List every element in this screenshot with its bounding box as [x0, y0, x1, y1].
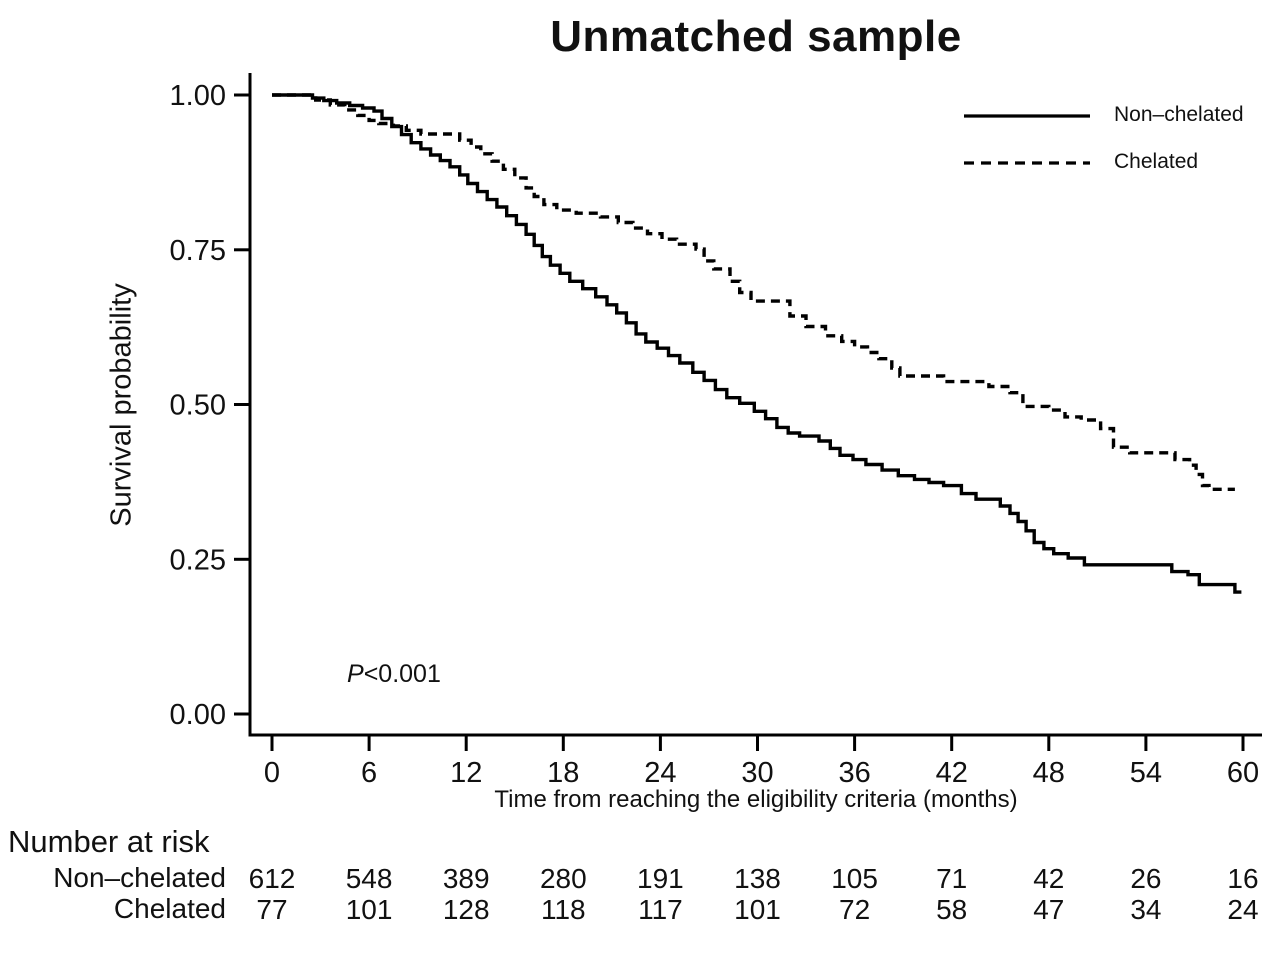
dashed-line-sample — [964, 161, 1090, 165]
risk-row-label-chelated: Chelated — [113, 893, 226, 924]
risk-count-non-chelated: 42 — [1033, 863, 1064, 894]
x-tick-label: 36 — [838, 757, 870, 789]
curve-chelated — [272, 93, 1235, 491]
y-tick-label: 0.75 — [170, 235, 226, 267]
y-tick-label: 0.25 — [170, 544, 226, 576]
risk-count-non-chelated: 191 — [637, 863, 684, 894]
risk-table-title: Number at risk — [8, 824, 210, 859]
x-tick-label: 54 — [1130, 757, 1162, 789]
risk-row-label-non-chelated: Non–chelated — [53, 862, 226, 893]
risk-count-chelated: 34 — [1130, 894, 1161, 925]
risk-count-chelated: 72 — [839, 894, 870, 925]
risk-count-non-chelated: 548 — [346, 863, 393, 894]
risk-count-chelated: 101 — [734, 894, 781, 925]
legend-item-chelated: Chelated — [962, 150, 1198, 176]
risk-count-chelated: 117 — [638, 894, 683, 925]
solid-line-sample — [964, 114, 1090, 118]
risk-count-non-chelated: 105 — [831, 863, 878, 894]
risk-count-non-chelated: 16 — [1227, 863, 1258, 894]
p-value-text: <0.001 — [363, 660, 441, 688]
x-tick-label: 60 — [1227, 757, 1259, 789]
risk-count-chelated: 58 — [936, 894, 967, 925]
x-tick-label: 48 — [1033, 757, 1065, 789]
risk-count-chelated: 77 — [256, 894, 287, 925]
risk-count-chelated: 118 — [541, 894, 586, 925]
risk-count-non-chelated: 389 — [443, 863, 490, 894]
risk-count-chelated: 47 — [1033, 894, 1064, 925]
risk-count-non-chelated: 26 — [1130, 863, 1161, 894]
risk-count-non-chelated: 138 — [734, 863, 781, 894]
x-tick-label: 24 — [644, 757, 676, 789]
x-tick-label: 12 — [450, 757, 482, 789]
legend-item-non-chelated: Non–chelated — [962, 103, 1244, 129]
x-tick-label: 42 — [936, 757, 968, 789]
chart-title: Unmatched sample — [550, 12, 962, 61]
x-tick-label: 6 — [361, 757, 377, 789]
curve-non-chelated — [272, 93, 1242, 594]
risk-count-non-chelated: 71 — [936, 863, 967, 894]
p-value-annotation: P<0.001 — [347, 660, 441, 689]
risk-count-non-chelated: 612 — [249, 863, 296, 894]
legend-label-non-chelated: Non–chelated — [1114, 103, 1244, 126]
risk-count-chelated: 101 — [346, 894, 393, 925]
y-tick-label: 0.00 — [170, 699, 226, 731]
y-tick-label: 1.00 — [170, 80, 226, 112]
risk-count-non-chelated: 280 — [540, 863, 587, 894]
x-tick-label: 18 — [547, 757, 579, 789]
legend-label-chelated: Chelated — [1114, 150, 1199, 173]
p-value-symbol: P — [347, 660, 364, 688]
x-tick-label: 30 — [741, 757, 773, 789]
risk-count-chelated: 24 — [1227, 894, 1258, 925]
risk-count-chelated: 128 — [443, 894, 490, 925]
x-tick-label: 0 — [264, 757, 280, 789]
x-axis-title: Time from reaching the eligibility crite… — [494, 786, 1018, 813]
y-tick-label: 0.50 — [170, 390, 226, 422]
